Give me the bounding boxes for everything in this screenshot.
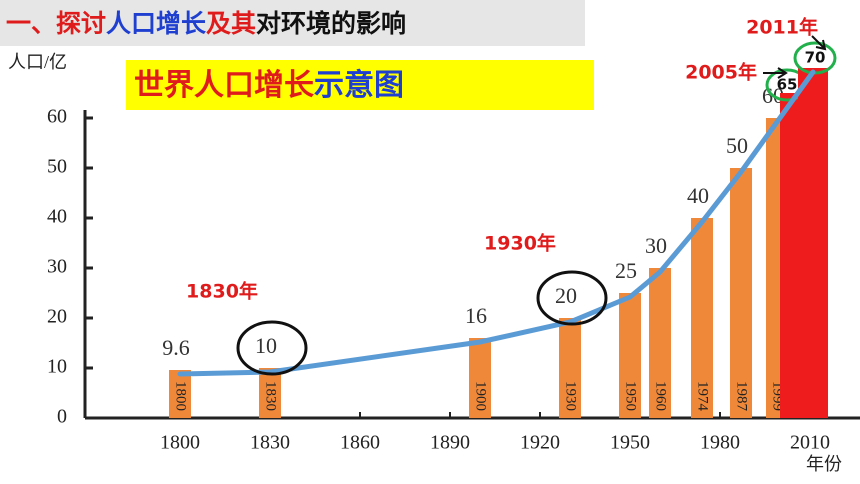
header-part: 及其 — [206, 9, 256, 38]
bar — [730, 168, 752, 418]
bar-year-label: 1987 — [734, 381, 750, 412]
x-tick-label: 1830 — [250, 432, 290, 454]
trend-line — [177, 69, 816, 377]
x-tick-label: 2010 — [790, 432, 830, 454]
title-part: 示意图 — [314, 68, 404, 103]
header-part: 人口增长 — [106, 9, 207, 38]
chart-title: 世界人口增长示意图 — [134, 68, 404, 103]
value-label: 40 — [687, 183, 709, 208]
arrow — [763, 67, 788, 79]
bar — [649, 268, 671, 418]
annotation: 1930年 — [484, 232, 556, 255]
header-part: 一、探讨 — [6, 9, 106, 38]
value-label: 50 — [726, 133, 748, 158]
bar-year-label: 1830 — [263, 381, 279, 411]
value-label: 16 — [465, 303, 487, 328]
bar — [691, 218, 713, 418]
header-part: 对环境的影响 — [256, 9, 406, 38]
title-part: 世界人口增长 — [134, 68, 314, 103]
plot: 0 10 20 30 40 50 60 1800 1830 1860 1890 1920 1950 198… — [47, 16, 860, 454]
value-label: 20 — [555, 283, 577, 308]
bar — [169, 370, 191, 418]
annotation: 2005年 — [685, 61, 757, 84]
x-tick-label: 1800 — [160, 432, 200, 454]
value-label: 70 — [805, 49, 826, 67]
annotation: 2011年 — [746, 16, 818, 39]
y-tick-label: 30 — [47, 256, 67, 278]
highlight-circle — [236, 320, 308, 376]
y-tick-label: 20 — [47, 306, 67, 328]
highlight-circle — [536, 270, 608, 326]
bar-year-label: 1974 — [695, 381, 711, 412]
bar-year-label: 1960 — [653, 381, 669, 411]
arrow — [811, 35, 827, 51]
bar — [259, 368, 281, 418]
x-axis-label: 年份 — [806, 454, 842, 474]
y-tick-label: 40 — [47, 206, 67, 228]
y-tick-label: 50 — [47, 156, 67, 178]
bar-year-label: 1930 — [563, 381, 579, 411]
bar — [619, 293, 641, 418]
header-title: 一、探讨人口增长及其对环境的影响 — [6, 9, 406, 38]
header-bar — [0, 0, 585, 46]
value-label: 9.6 — [162, 335, 190, 360]
y-tick-label: 10 — [47, 356, 67, 378]
value-label: 10 — [255, 333, 277, 358]
x-tick-label: 1950 — [610, 432, 650, 454]
x-tick-label: 1980 — [700, 432, 740, 454]
bar-year-label: 1800 — [173, 381, 189, 411]
bar — [469, 338, 491, 418]
x-tick-label: 1890 — [430, 432, 470, 454]
bar-year-label: 1950 — [623, 381, 639, 411]
y-tick-label: 60 — [47, 106, 67, 128]
x-tick-label: 1920 — [520, 432, 560, 454]
annotation: 1830年 — [186, 280, 258, 303]
bar-year-label: 1900 — [473, 381, 489, 411]
y-tick-label: 0 — [57, 406, 67, 428]
value-label: 25 — [615, 258, 637, 283]
value-label: 65 — [777, 76, 798, 94]
bar — [559, 318, 581, 418]
x-tick-label: 1860 — [340, 432, 380, 454]
y-axis-label: 人口/亿 — [8, 52, 67, 72]
chart-title-box — [126, 60, 594, 110]
bar — [798, 68, 828, 418]
value-label: 30 — [645, 233, 667, 258]
